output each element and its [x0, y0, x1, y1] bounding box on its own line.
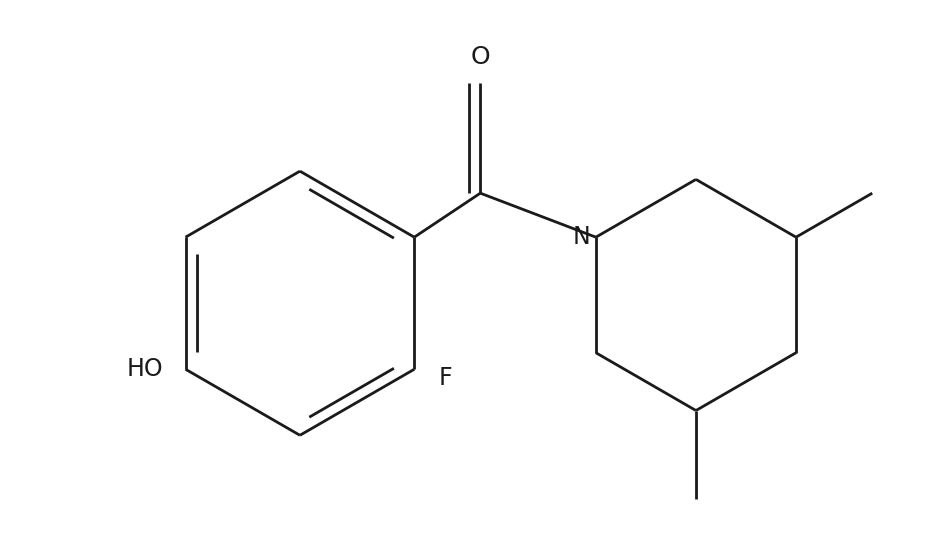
Text: O: O	[471, 45, 490, 69]
Text: N: N	[573, 225, 591, 249]
Text: HO: HO	[126, 358, 164, 381]
Text: F: F	[439, 366, 452, 390]
